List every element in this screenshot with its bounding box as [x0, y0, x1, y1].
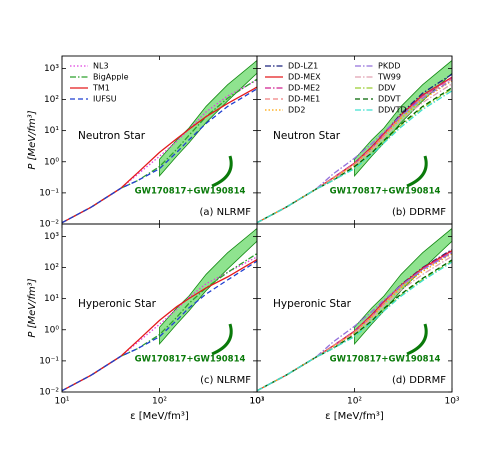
- eos-line: [62, 253, 257, 392]
- star-type-label: Neutron Star: [273, 130, 341, 142]
- y-axis-label: P [MeV/fm³]: [27, 278, 38, 337]
- eos-line: [257, 255, 452, 392]
- x-tick-label: 10¹: [54, 397, 69, 407]
- band-label: GW170817+GW190814: [135, 355, 246, 365]
- eos-line: [257, 90, 452, 224]
- x-tick-label: 10³: [249, 397, 264, 407]
- x-tick-label: 10²: [152, 397, 167, 407]
- legend-label: DD-ME1: [288, 95, 320, 104]
- legend-label: DD-LZ1: [288, 62, 318, 71]
- eos-line: [62, 256, 257, 392]
- y-tick-label: 10¹: [44, 126, 59, 136]
- legend-label: PKDD: [378, 62, 400, 71]
- y-axis-label: P [MeV/fm³]: [27, 110, 38, 169]
- y-tick-label: 10⁰: [44, 325, 59, 335]
- eos-line: [257, 250, 452, 392]
- eos-line: [257, 252, 452, 392]
- legend-label: DDVT: [378, 95, 401, 104]
- x-axis-label: ε [MeV/fm³]: [130, 411, 189, 422]
- x-tick-label: 10²: [347, 397, 362, 407]
- eos-line: [257, 251, 452, 392]
- panel-label: (c) NLRMF: [200, 375, 251, 386]
- star-type-label: Hyperonic Star: [273, 298, 352, 310]
- eos-line: [62, 79, 257, 224]
- plot-area: [62, 59, 257, 224]
- band-arrow: [211, 323, 233, 356]
- eos-line: [257, 87, 452, 224]
- eos-line: [62, 86, 257, 224]
- y-tick-label: 10³: [44, 232, 59, 242]
- star-type-label: Hyperonic Star: [78, 298, 157, 310]
- y-tick-label: 10⁻¹: [39, 356, 59, 366]
- plot-area: [257, 227, 452, 392]
- eos-line: [62, 260, 257, 392]
- panel-label: (d) DDRMF: [392, 375, 446, 386]
- y-tick-label: 10²: [44, 95, 59, 105]
- eos-line: [257, 88, 452, 224]
- eos-line: [257, 83, 452, 224]
- y-tick-label: 10⁻¹: [39, 188, 59, 198]
- legend-label: TW99: [377, 73, 401, 82]
- legend-label: DD-ME2: [288, 84, 320, 93]
- eos-line: [62, 88, 257, 224]
- legend-label: DDV: [378, 84, 396, 93]
- panel-label: (a) NLRMF: [200, 207, 252, 218]
- band-arrow: [406, 323, 428, 356]
- plot-area: [257, 59, 452, 224]
- x-tick-label: 10¹: [249, 397, 264, 407]
- constraint-band: [354, 227, 452, 346]
- eos-line: [257, 250, 452, 392]
- eos-line: [257, 79, 452, 224]
- legend-label: BigApple: [93, 73, 129, 82]
- x-axis-label: ε [MeV/fm³]: [325, 411, 384, 422]
- eos-line: [257, 80, 452, 224]
- star-type-label: Neutron Star: [78, 130, 146, 142]
- y-tick-label: 10⁰: [44, 157, 59, 167]
- constraint-band: [159, 59, 257, 178]
- legend-label: DD-MEX: [288, 73, 321, 82]
- band-label: GW170817+GW190814: [135, 187, 246, 197]
- legend-label: DDVTD: [378, 106, 407, 115]
- x-tick-label: 10³: [444, 397, 459, 407]
- y-tick-label: 10³: [44, 64, 59, 74]
- legend-label: TM1: [92, 84, 110, 93]
- y-tick-label: 10²: [44, 263, 59, 273]
- eos-line: [257, 248, 452, 392]
- legend-label: IUFSU: [93, 95, 117, 104]
- eos-line: [257, 261, 452, 392]
- y-tick-label: 10⁻²: [39, 388, 59, 398]
- y-tick-label: 10⁻²: [39, 220, 59, 230]
- band-label: GW170817+GW190814: [330, 355, 441, 365]
- y-tick-label: 10¹: [44, 294, 59, 304]
- band-label: GW170817+GW190814: [330, 187, 441, 197]
- legend-label: NL3: [93, 62, 109, 71]
- legend-label: DD2: [288, 106, 305, 115]
- band-arrow: [406, 155, 428, 188]
- plot-area: [62, 227, 257, 392]
- band-arrow: [211, 155, 233, 188]
- panel-label: (b) DDRMF: [392, 207, 446, 218]
